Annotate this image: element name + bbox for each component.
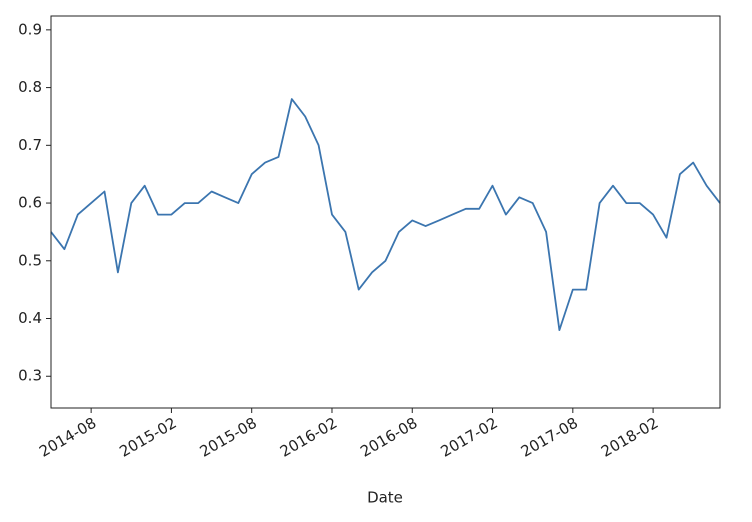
y-tick-label: 0.9 bbox=[18, 20, 42, 38]
y-tick-label: 0.5 bbox=[18, 251, 42, 269]
x-tick-label: 2014-08 bbox=[36, 414, 99, 461]
data-line bbox=[50, 98, 721, 331]
x-tick-label: 2016-02 bbox=[277, 414, 340, 461]
x-tick-label: 2016-08 bbox=[357, 414, 420, 461]
x-tick-label: 2017-02 bbox=[438, 414, 501, 461]
y-tick-label: 0.6 bbox=[18, 194, 42, 212]
x-tick-label: 2015-02 bbox=[116, 414, 179, 461]
y-tick-label: 0.8 bbox=[18, 78, 42, 96]
x-axis-label: Date bbox=[367, 489, 403, 507]
x-tick-label: 2017-08 bbox=[518, 414, 581, 461]
y-tick-label: 0.4 bbox=[18, 309, 42, 327]
y-tick-label: 0.3 bbox=[18, 367, 42, 385]
y-tick-label: 0.7 bbox=[18, 136, 42, 154]
x-tick-label: 2015-08 bbox=[197, 414, 260, 461]
plot-frame bbox=[50, 15, 721, 409]
x-tick-label: 2018-02 bbox=[598, 414, 661, 461]
